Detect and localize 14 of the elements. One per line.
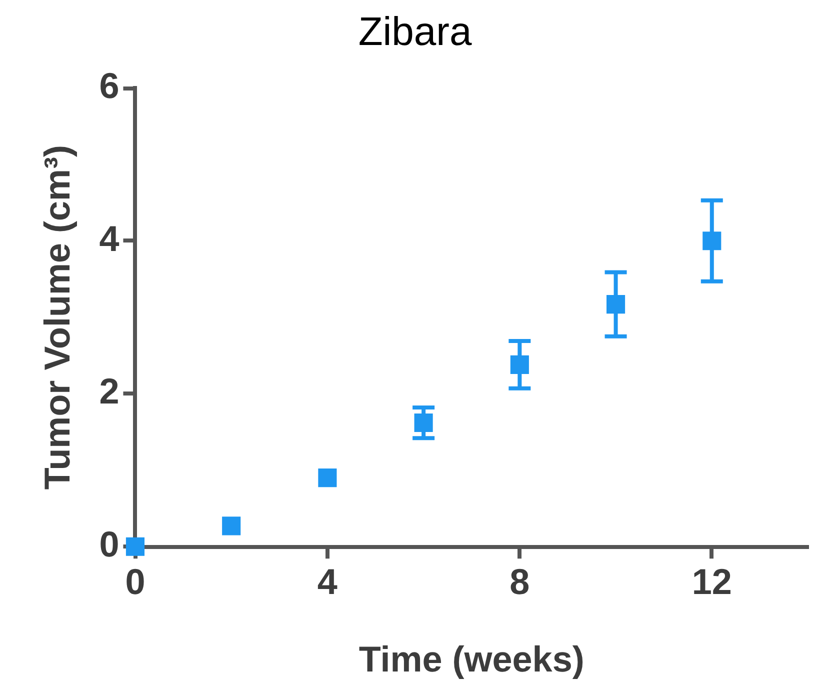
y-tick-label: 6 bbox=[99, 64, 120, 106]
y-tick-label: 0 bbox=[99, 524, 120, 565]
point bbox=[318, 468, 337, 488]
point bbox=[126, 537, 144, 556]
x-tick-label: 0 bbox=[125, 561, 146, 602]
y-tick-label: 2 bbox=[99, 370, 120, 412]
point bbox=[222, 516, 241, 536]
y-tick-label: 4 bbox=[99, 218, 120, 259]
x-tick-label: 12 bbox=[692, 561, 732, 602]
y-axis-title: Tumor Volume (cm³) bbox=[36, 144, 78, 490]
x-tick-label: 8 bbox=[510, 561, 530, 602]
chart-title: Zibara bbox=[358, 10, 472, 54]
x-axis-title: Time (weeks) bbox=[358, 638, 584, 680]
x-tick-label: 4 bbox=[317, 561, 338, 602]
